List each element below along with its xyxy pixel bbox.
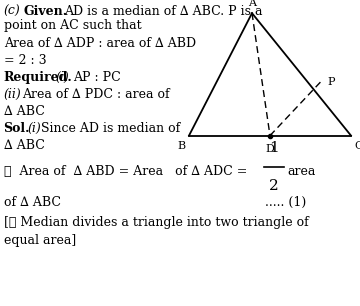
Text: point on AC such that: point on AC such that	[4, 19, 141, 32]
Text: (i): (i)	[56, 71, 69, 84]
Text: Given.: Given.	[23, 5, 68, 17]
Text: Area of ∆ PDC : area of: Area of ∆ PDC : area of	[22, 88, 170, 101]
Text: B: B	[177, 141, 185, 151]
Text: (i): (i)	[27, 122, 41, 135]
Text: AP : PC: AP : PC	[73, 71, 121, 84]
Text: ∆ ABC: ∆ ABC	[4, 139, 45, 152]
Text: (ii): (ii)	[4, 88, 21, 101]
Text: 2: 2	[269, 179, 279, 193]
Text: ..... (1): ..... (1)	[265, 196, 306, 209]
Text: [∴ Median divides a triangle into two triangle of: [∴ Median divides a triangle into two tr…	[4, 216, 309, 229]
Text: AD is a median of ∆ ABC. P is a: AD is a median of ∆ ABC. P is a	[64, 5, 262, 17]
Text: Area of ∆ ADP : area of ∆ ABD: Area of ∆ ADP : area of ∆ ABD	[4, 37, 196, 50]
Text: equal area]: equal area]	[4, 234, 76, 247]
Text: ∴  Area of  ∆ ABD = Area   of ∆ ADC =: ∴ Area of ∆ ABD = Area of ∆ ADC =	[4, 165, 247, 177]
Text: area: area	[287, 165, 315, 177]
Text: Since AD is median of: Since AD is median of	[41, 122, 181, 135]
Text: of ∆ ABC: of ∆ ABC	[4, 196, 60, 209]
Text: A: A	[248, 0, 256, 8]
Text: 1: 1	[269, 140, 279, 155]
Text: D: D	[266, 144, 274, 154]
Text: P: P	[328, 77, 335, 87]
Text: (c): (c)	[4, 5, 21, 17]
Text: C: C	[355, 141, 360, 151]
Text: Sol.: Sol.	[4, 122, 30, 135]
Text: = 2 : 3: = 2 : 3	[4, 54, 46, 66]
Text: ∆ ABC: ∆ ABC	[4, 105, 45, 118]
Text: Required.: Required.	[4, 71, 72, 84]
